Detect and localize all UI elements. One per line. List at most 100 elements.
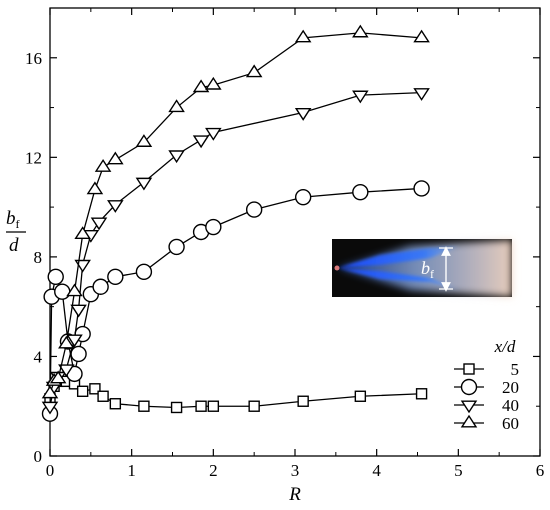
y-tick-label: 0 [34, 447, 43, 466]
data-point-5 [76, 385, 89, 397]
data-point-60 [74, 226, 91, 240]
data-point-40 [352, 90, 369, 104]
y-title-subscript: f [16, 217, 20, 231]
data-point-5 [138, 400, 150, 412]
legend-item-40: 40 [454, 396, 519, 415]
data-point-20 [352, 183, 369, 201]
data-point-60 [86, 181, 104, 195]
data-point-5 [170, 401, 183, 414]
legend-label: 60 [502, 414, 519, 433]
flame-core-lower [338, 268, 460, 290]
data-point-40 [41, 401, 59, 415]
data-point-40 [294, 107, 312, 121]
legend-marker [463, 363, 475, 375]
x-tick-label: 0 [46, 461, 55, 480]
data-point-20 [205, 218, 222, 236]
y-title-numerator: b [6, 208, 16, 229]
flame-tail [338, 240, 512, 297]
data-point-5 [354, 390, 367, 402]
data-point-40 [58, 364, 75, 378]
data-point-40 [168, 150, 185, 164]
legend-item-20: 20 [454, 378, 519, 397]
legend-item-60: 60 [454, 414, 519, 433]
data-point-40 [205, 127, 222, 141]
data-point-5 [207, 400, 220, 412]
data-point-20 [413, 180, 430, 197]
data-point-40 [107, 200, 124, 213]
series-line-20 [49, 187, 422, 414]
data-point-5 [89, 383, 101, 395]
legend-marker [460, 378, 478, 396]
legend-marker [460, 414, 478, 428]
x-tick-label: 6 [536, 461, 545, 480]
x-axis-title: R [288, 484, 301, 505]
x-tick-label: 2 [209, 461, 218, 480]
legend-label: 5 [511, 360, 520, 379]
data-point-20 [245, 201, 263, 218]
inset-bf-label: bf [421, 258, 434, 281]
y-tick-label: 16 [25, 49, 42, 68]
legend-title: x/d [494, 337, 516, 356]
data-point-40 [192, 135, 210, 149]
y-tick-label: 12 [25, 148, 42, 167]
data-point-5 [248, 400, 260, 412]
data-point-20 [92, 278, 109, 295]
data-point-40 [90, 217, 108, 231]
legend-marker [460, 400, 478, 414]
data-point-60 [245, 64, 263, 78]
data-point-20 [70, 345, 87, 363]
data-point-60 [192, 79, 210, 93]
y-tick-label: 8 [34, 248, 43, 267]
series-20 [41, 180, 430, 422]
data-point-20 [168, 238, 185, 256]
data-point-5 [297, 395, 309, 407]
data-point-5 [97, 390, 109, 402]
data-point-60 [107, 151, 124, 165]
data-point-20 [54, 283, 71, 300]
x-tick-label: 1 [127, 461, 136, 480]
x-tick-label: 4 [372, 461, 381, 480]
data-point-5 [415, 388, 428, 400]
x-tick-label: 5 [454, 461, 463, 480]
data-point-40 [413, 88, 430, 101]
data-point-40 [70, 304, 87, 318]
data-point-60 [413, 29, 430, 43]
data-point-60 [294, 29, 312, 43]
data-point-60 [205, 76, 222, 90]
y-title-denominator: d [9, 235, 19, 256]
data-point-60 [168, 99, 185, 113]
legend-label: 20 [502, 378, 519, 397]
series-60 [41, 24, 430, 399]
data-point-5 [195, 400, 207, 412]
data-point-40 [135, 177, 153, 191]
data-point-60 [41, 385, 59, 399]
data-point-60 [135, 134, 153, 147]
nozzle-dot [334, 265, 340, 271]
data-point-20 [294, 188, 312, 206]
data-point-20 [135, 263, 153, 281]
data-point-5 [109, 398, 122, 410]
legend-label: 40 [502, 396, 519, 415]
data-point-60 [94, 158, 112, 172]
flame-core-upper [338, 246, 460, 268]
data-point-20 [107, 268, 124, 285]
data-point-60 [58, 335, 75, 349]
svg-text:bf: bf [6, 208, 20, 231]
series-5 [44, 375, 428, 414]
data-point-60 [352, 24, 369, 38]
series-line-60 [49, 32, 422, 394]
data-point-60 [49, 370, 67, 384]
data-point-20 [47, 268, 64, 285]
data-point-40 [66, 334, 83, 348]
legend-item-5: 5 [454, 360, 519, 379]
y-axis-title: bf d [6, 208, 26, 256]
y-tick-label: 4 [34, 347, 43, 366]
series-40 [41, 88, 430, 415]
data-point-60 [66, 283, 83, 297]
inset-flame-image: bf [332, 239, 512, 297]
series-layer [41, 24, 430, 422]
